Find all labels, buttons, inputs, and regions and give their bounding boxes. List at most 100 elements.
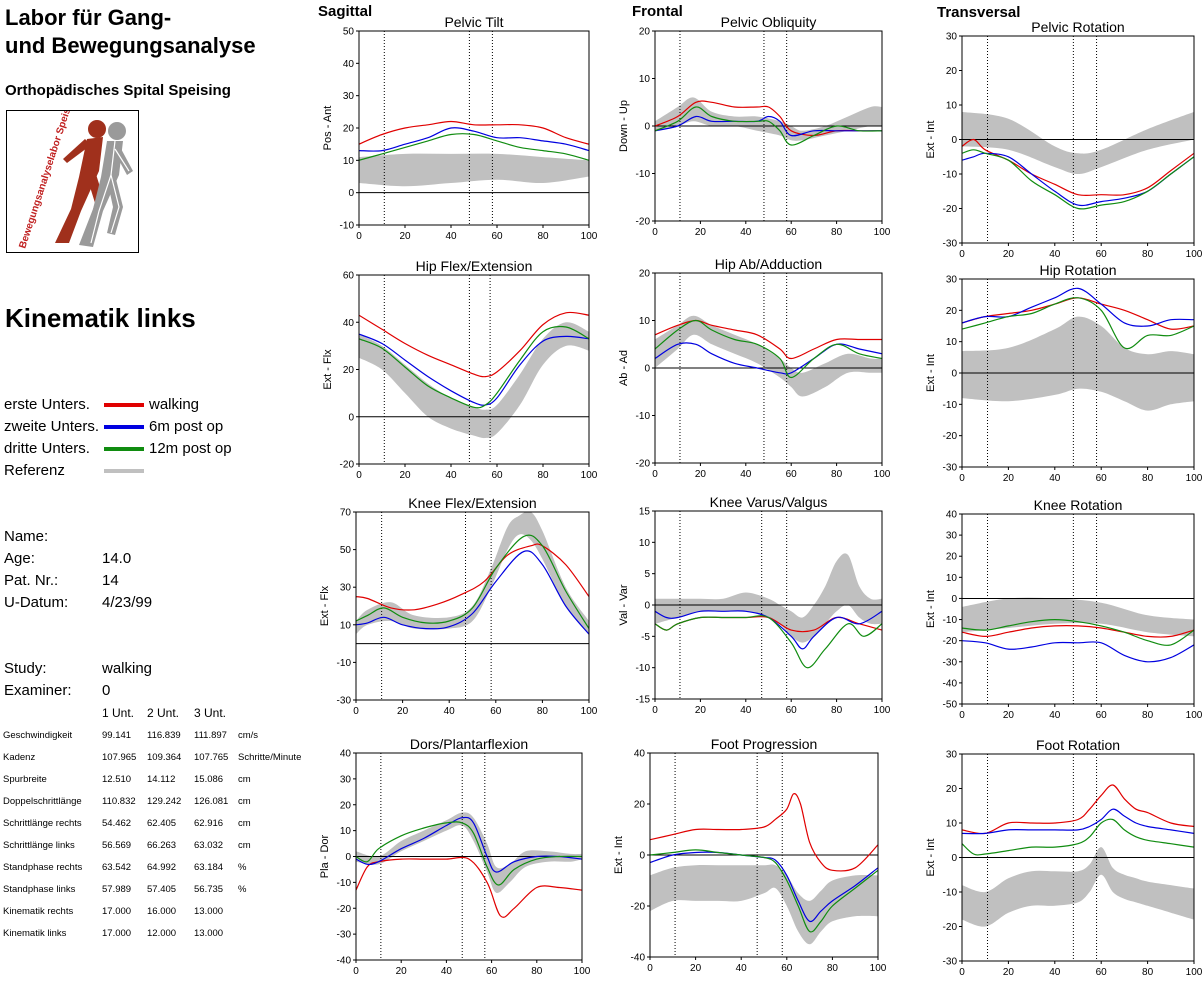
series-line-post12m [962, 618, 1194, 646]
series-line-post6m [359, 333, 589, 406]
y-tick-label: -30 [943, 463, 958, 474]
plot-area [655, 273, 882, 463]
y-tick-label: -10 [636, 169, 651, 180]
y-axis-label: Pla - Dor [319, 834, 331, 878]
y-tick-label: -10 [337, 658, 352, 669]
y-tick-label: 20 [946, 66, 958, 77]
y-tick-label: -20 [340, 460, 355, 471]
chart-title: Knee Flex/Extension [408, 495, 536, 511]
x-tick-label: 20 [397, 706, 409, 717]
y-tick-label: 0 [951, 853, 957, 864]
series-line-post6m [650, 851, 878, 923]
patient-number-label: Pat. Nr.: [4, 572, 59, 589]
chart-knee-varus: -15 -10 -5 0 5 10 15 0 20 40 60 80 100 Knee Varus/Val… [618, 494, 891, 716]
reference-band [962, 597, 1194, 637]
x-tick-label: 100 [874, 705, 891, 716]
y-tick-label: -20 [943, 204, 958, 215]
legend-label: Referenz [4, 462, 65, 479]
table-cell: 64.992 [147, 862, 177, 873]
y-tick-label: -20 [636, 459, 651, 470]
table-cell: 12.510 [102, 774, 132, 785]
plot-area [650, 753, 878, 957]
x-tick-label: 80 [831, 227, 843, 238]
table-row-label: Schrittlänge links [3, 840, 75, 851]
table-cell: 17.000 [102, 906, 132, 917]
x-tick-label: 20 [690, 963, 702, 974]
runner-logo-icon: Bewegungsanalyselabor Speising [17, 111, 133, 250]
legend-swatch [104, 403, 144, 407]
legend-swatch [104, 447, 144, 451]
series-line-post12m [356, 821, 582, 886]
series-line-walking [962, 625, 1194, 638]
table-row-label: Schrittlänge rechts [3, 818, 82, 829]
legend-series-name: 6m post op [149, 418, 224, 435]
y-tick-label: 20 [946, 306, 958, 317]
x-tick-label: 40 [1049, 710, 1061, 721]
y-tick-label: -10 [943, 888, 958, 899]
y-tick-label: 20 [340, 800, 352, 811]
series-line-post6m [359, 127, 589, 152]
table-cell: 56.735 [194, 884, 224, 895]
x-tick-label: 100 [1186, 967, 1203, 978]
y-tick-label: -30 [943, 957, 958, 968]
table-unit: cm/s [238, 730, 259, 741]
y-tick-label: 30 [343, 91, 355, 102]
table-cell: 14.112 [147, 774, 176, 785]
y-tick-label: 5 [644, 569, 650, 580]
table-unit: cm [238, 774, 251, 785]
y-tick-label: 10 [946, 573, 958, 584]
chart-title: Hip Rotation [1039, 262, 1116, 278]
table-cell: 15.086 [194, 774, 224, 785]
report-title: Kinematik links [5, 303, 196, 333]
series-line-walking [356, 543, 589, 611]
series-line-post12m [655, 319, 882, 379]
table-cell: 107.765 [194, 752, 229, 763]
plot-frame [355, 511, 590, 701]
y-tick-label: 20 [343, 365, 355, 376]
reference-band [356, 812, 582, 893]
series-line-post6m [962, 808, 1194, 835]
x-tick-label: 100 [1186, 473, 1203, 484]
series-line-post12m [962, 297, 1194, 350]
y-tick-label: -40 [631, 953, 646, 964]
table-cell: 126.081 [194, 796, 229, 807]
y-tick-label: 50 [340, 545, 352, 556]
reference-band [962, 316, 1194, 411]
x-tick-label: 0 [353, 966, 359, 977]
series-line-walking [359, 120, 589, 145]
x-tick-label: 80 [537, 231, 549, 242]
table-cell: 13.000 [194, 906, 224, 917]
section-sagittal: Sagittal [318, 3, 373, 20]
x-tick-label: 0 [356, 231, 362, 242]
x-tick-label: 100 [874, 227, 891, 238]
table-cell: 13.000 [194, 928, 224, 939]
table-unit: cm [238, 840, 251, 851]
reference-band [650, 864, 878, 945]
chart-pelvic-rotation: -30 -20 -10 0 10 20 30 0 20 40 60 80 100 Pelvic Rotat… [925, 19, 1203, 260]
y-tick-label: -10 [636, 663, 651, 674]
section-transversal: Transversal [937, 4, 1021, 21]
y-tick-label: 10 [639, 74, 651, 85]
table-row-label: Geschwindigkeit [3, 730, 73, 741]
x-tick-label: 100 [581, 231, 598, 242]
y-tick-label: 20 [946, 552, 958, 563]
x-tick-label: 0 [356, 470, 362, 481]
series-line-walking [962, 138, 1194, 197]
y-tick-label: -15 [636, 695, 651, 706]
x-tick-label: 40 [1049, 473, 1061, 484]
x-tick-label: 20 [396, 966, 408, 977]
x-tick-label: 20 [695, 705, 707, 716]
y-tick-label: 40 [343, 318, 355, 329]
x-tick-label: 20 [1003, 473, 1015, 484]
table-cell: 99.141 [102, 730, 132, 741]
y-tick-label: 30 [946, 275, 958, 286]
y-tick-label: -20 [943, 431, 958, 442]
patient-number-value: 14 [102, 572, 119, 589]
chart-title: Pelvic Obliquity [721, 14, 817, 30]
series-line-walking [356, 856, 582, 918]
table-cell: 16.000 [147, 906, 177, 917]
patient-age-label: Age: [4, 550, 35, 567]
plot-area [962, 36, 1194, 243]
table-row-label: Kinematik rechts [3, 906, 74, 917]
y-tick-label: 10 [946, 337, 958, 348]
